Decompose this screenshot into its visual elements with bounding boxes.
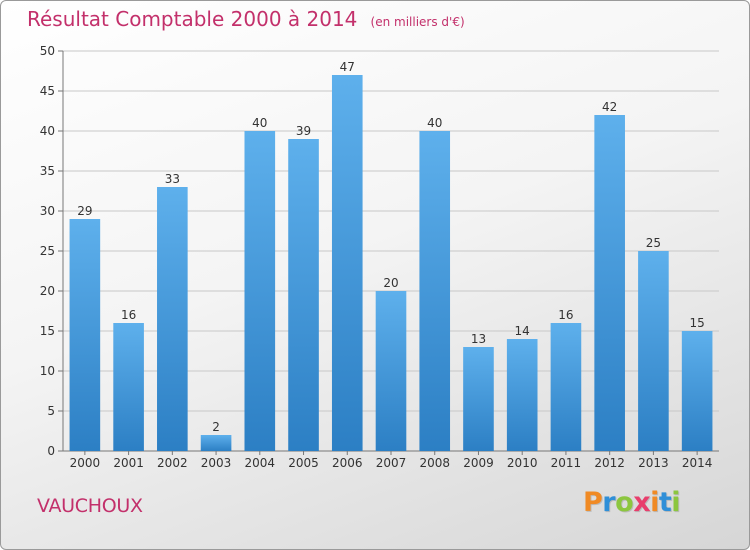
- x-tick-label: 2011: [551, 456, 582, 470]
- x-tick-label: 2007: [376, 456, 407, 470]
- bar: [288, 139, 319, 451]
- bar-value-label: 15: [689, 316, 704, 330]
- bar-value-label: 40: [252, 116, 267, 130]
- bar: [594, 115, 625, 451]
- x-tick-label: 2001: [113, 456, 144, 470]
- logo-letter: r: [602, 487, 616, 518]
- commune-name: VAUCHOUX: [37, 495, 143, 517]
- logo-letter: o: [615, 487, 634, 518]
- bar: [113, 323, 144, 451]
- x-tick-label: 2012: [594, 456, 625, 470]
- logo-letter: x: [633, 487, 651, 518]
- y-tick-label: 25: [40, 244, 55, 258]
- x-tick-label: 2009: [463, 456, 494, 470]
- bar: [419, 131, 451, 451]
- bar: [463, 347, 494, 451]
- x-tick-label: 2005: [288, 456, 319, 470]
- y-tick-label: 20: [40, 284, 55, 298]
- logo-letter: P: [583, 487, 603, 518]
- bar-value-label: 20: [383, 276, 398, 290]
- chart-unit: (en milliers d'€): [370, 15, 465, 29]
- x-tick-label: 2004: [245, 456, 276, 470]
- x-tick-label: 2010: [507, 456, 538, 470]
- y-tick-label: 35: [40, 164, 55, 178]
- y-tick-label: 10: [40, 364, 55, 378]
- bar-value-label: 40: [427, 116, 442, 130]
- bar: [200, 435, 232, 451]
- y-tick-label: 0: [47, 444, 55, 458]
- bar-value-label: 16: [121, 308, 136, 322]
- x-tick-label: 2006: [332, 456, 363, 470]
- chart-title: Résultat Comptable 2000 à 2014: [27, 7, 358, 31]
- chart-header: Résultat Comptable 2000 à 2014 (en milli…: [27, 7, 465, 31]
- bar-value-label: 14: [515, 324, 530, 338]
- x-tick-label: 2002: [157, 456, 188, 470]
- logo-letter: i: [650, 487, 659, 518]
- bar-layer: [69, 75, 713, 451]
- label-layer: 2000 29 2001 16 2002 33 2003 2 2004 40 2005 39 2006 4…: [70, 60, 713, 470]
- y-tick-label: 5: [47, 404, 55, 418]
- bar: [375, 291, 407, 451]
- bar-value-label: 47: [340, 60, 355, 74]
- bar-value-label: 16: [558, 308, 573, 322]
- y-tick-label: 30: [40, 204, 55, 218]
- bar: [681, 331, 713, 451]
- x-tick-label: 2000: [70, 456, 101, 470]
- bar: [331, 75, 363, 451]
- bar: [157, 187, 188, 451]
- bar-value-label: 42: [602, 100, 617, 114]
- bar-value-label: 13: [471, 332, 486, 346]
- y-tick-label: 15: [40, 324, 55, 338]
- bar: [638, 251, 669, 451]
- bar-value-label: 39: [296, 124, 311, 138]
- bar-value-label: 29: [77, 204, 92, 218]
- bar-value-label: 2: [212, 420, 220, 434]
- y-tick-label: 45: [40, 84, 55, 98]
- x-tick-label: 2014: [682, 456, 713, 470]
- bar-value-label: 33: [165, 172, 180, 186]
- bar: [69, 219, 101, 451]
- proxiti-logo[interactable]: Proxiti: [583, 487, 681, 518]
- bar-value-label: 25: [646, 236, 661, 250]
- y-tick-label: 40: [40, 124, 55, 138]
- bar: [550, 323, 582, 451]
- bar: [244, 131, 276, 451]
- logo-letter: t: [658, 487, 672, 518]
- bar: [506, 339, 538, 451]
- x-tick-label: 2008: [419, 456, 450, 470]
- x-tick-label: 2003: [201, 456, 232, 470]
- logo-letter: i: [671, 487, 681, 518]
- x-tick-label: 2013: [638, 456, 669, 470]
- y-tick-label: 50: [40, 44, 55, 58]
